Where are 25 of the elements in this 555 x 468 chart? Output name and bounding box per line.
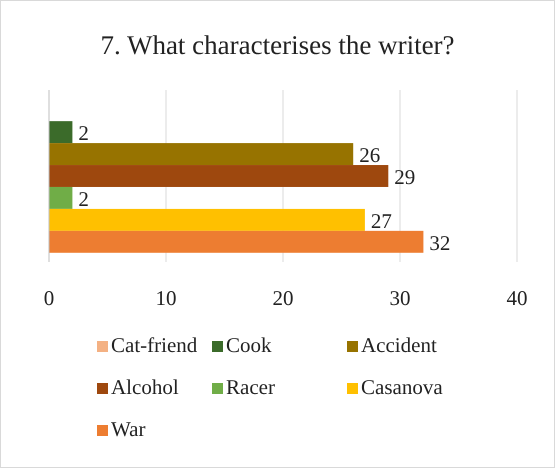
x-tick-label: 30 — [390, 286, 410, 310]
legend-label: Racer — [226, 375, 275, 399]
data-label: 32 — [429, 230, 450, 255]
bar — [49, 208, 365, 231]
chart-title: 7. What characterises the writer? — [100, 30, 455, 60]
data-label: 27 — [370, 208, 392, 233]
legend-label: Accident — [361, 333, 437, 357]
data-label: 2 — [78, 121, 89, 146]
data-label: 29 — [394, 165, 416, 189]
legend-label: Casanova — [361, 375, 444, 399]
x-tick-label: 20 — [272, 286, 294, 310]
legend-label: Cook — [226, 333, 272, 357]
bar — [49, 143, 354, 166]
data-label: 26 — [359, 143, 380, 168]
legend-label: Alcohol — [111, 375, 179, 399]
bar — [49, 186, 72, 209]
bar — [49, 230, 424, 253]
bar — [49, 121, 72, 144]
legend-label: Cat-friend — [111, 333, 198, 357]
data-label: 2 — [78, 186, 89, 211]
x-tick-label: 10 — [156, 286, 176, 310]
legend-label: War — [111, 417, 146, 441]
bar — [49, 165, 388, 187]
x-tick-label: 40 — [506, 286, 528, 310]
x-tick-label: 0 — [44, 286, 54, 310]
